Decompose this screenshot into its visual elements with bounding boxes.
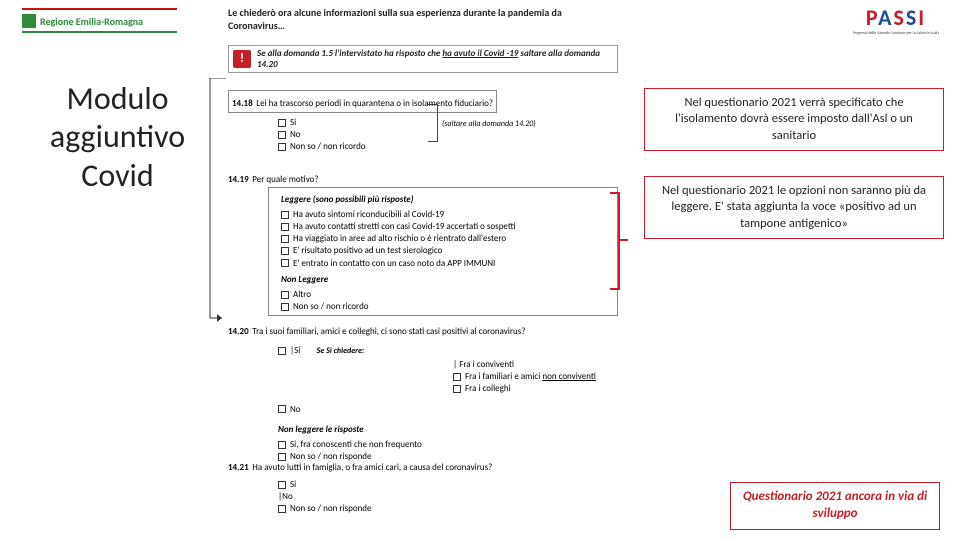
callout-1: Nel questionario 2021 verrà specificato … — [644, 88, 944, 151]
question-14-18: 14.18 Lei ha trascorso periodi in quaran… — [228, 90, 618, 153]
skip-note: (saltare alla domanda 14.20) — [442, 119, 536, 129]
question-14-20: 14.20 Tra i suoi familiari, amici e coll… — [208, 320, 618, 463]
intro-text: Le chiederò ora alcune informazioni sull… — [228, 6, 618, 32]
bracket-icon — [428, 104, 438, 142]
warning-icon: ! — [233, 50, 251, 68]
logo-regione-emilia-romagna: Regione Emilia-Romagna — [22, 8, 177, 36]
callout-3: Questionario 2021 ancora in via di svilu… — [730, 482, 940, 530]
callout-2: Nel questionario 2021 le opzioni non sar… — [644, 176, 944, 239]
question-14-21: 14.21 Ha avuto lutti in famiglia, o fra … — [228, 456, 618, 515]
logo-passi: PASSI Progressi delle Aziende Sanitarie … — [846, 4, 946, 46]
brace-icon — [610, 192, 628, 290]
question-14-19: 14.19 Per quale motivo? Leggere (sono po… — [228, 168, 618, 316]
arrow-icon — [198, 78, 234, 328]
slide-title: Modulo aggiuntivo Covid — [30, 80, 205, 195]
alert-box: ! Se alla domanda 1.5 l'intervistato ha … — [228, 45, 618, 73]
